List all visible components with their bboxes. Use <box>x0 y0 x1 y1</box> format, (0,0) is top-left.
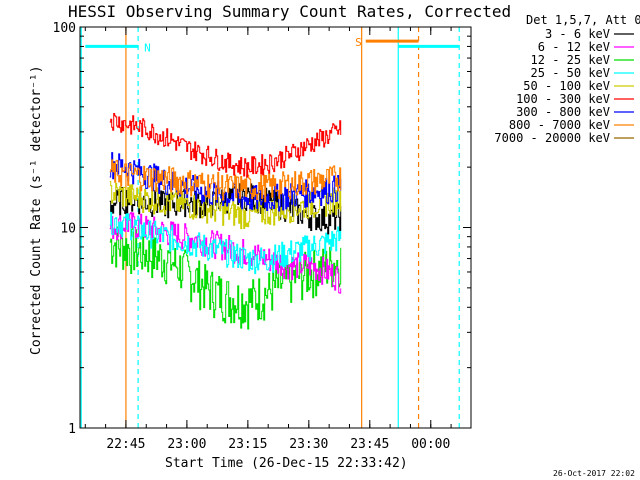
x-tick-label: 23:15 <box>228 437 267 452</box>
x-tick-label: 22:45 <box>106 437 145 452</box>
legend-label: 50 - 100 keV <box>523 79 610 93</box>
x-tick-label: 00:00 <box>411 437 450 452</box>
y-tick-label: 100 <box>53 21 76 36</box>
x-tick-label: 23:00 <box>167 437 206 452</box>
legend-label: 300 - 800 keV <box>516 105 610 119</box>
series-line <box>109 159 342 203</box>
series-line <box>109 113 342 178</box>
x-axis-label: Start Time (26-Dec-15 22:33:42) <box>165 456 408 471</box>
legend-label: 3 - 6 keV <box>545 27 610 41</box>
series-line <box>109 212 342 294</box>
flag-label: S <box>355 36 362 49</box>
y-tick-label: 1 <box>68 422 76 437</box>
legend-title: Det 1,5,7, Att 0 <box>526 13 640 27</box>
legend-label: 100 - 300 keV <box>516 92 610 106</box>
series-line <box>109 181 342 230</box>
chart-title: HESSI Observing Summary Count Rates, Cor… <box>68 2 511 21</box>
series-line <box>109 226 342 330</box>
flag-label: N <box>144 41 151 54</box>
y-axis-label: Corrected Count Rate (s⁻¹ detector⁻¹) <box>29 65 44 355</box>
legend-label: 12 - 25 keV <box>531 53 610 67</box>
series-line <box>109 206 342 275</box>
legend-label: 7000 - 20000 keV <box>494 131 610 145</box>
x-tick-label: 23:45 <box>350 437 389 452</box>
legend-label: 6 - 12 keV <box>538 40 610 54</box>
legend-label: 800 - 7000 keV <box>509 118 610 132</box>
legend-label: 25 - 50 keV <box>531 66 610 80</box>
y-tick-label: 10 <box>60 222 76 237</box>
x-tick-label: 23:30 <box>289 437 328 452</box>
timestamp: 26-Oct-2017 22:02 <box>553 469 635 478</box>
